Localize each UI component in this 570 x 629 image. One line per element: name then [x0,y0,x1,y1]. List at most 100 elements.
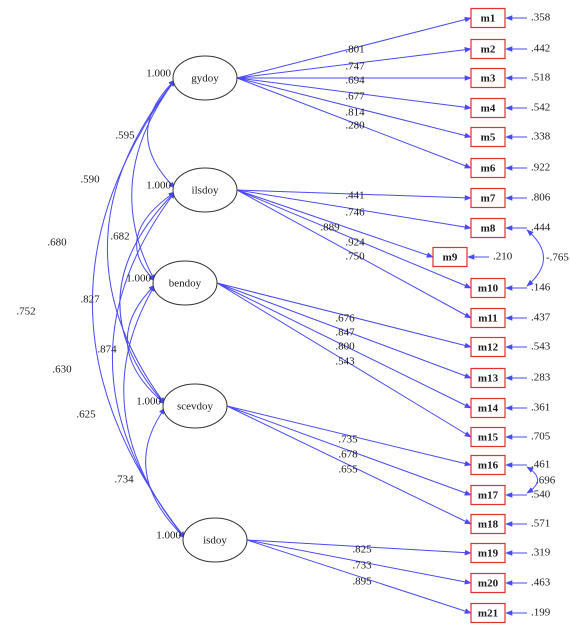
latent-ellipse-ilsdoy [172,167,238,213]
indicator-m21: m21 [470,602,506,624]
error-covariance-label-m8-m10: -.765 [546,252,569,264]
correlation-label-gydoy-isdoy: .752 [16,306,35,318]
loading-path-bendoy-m12 [216,282,472,349]
loading-path-gydoy-m1 [236,16,472,79]
indicator-label-m16: m16 [478,460,499,472]
indicator-m18: m18 [470,513,506,535]
loading-label-m3: .694 [345,75,365,87]
latent-ellipse-isdoy [182,517,248,563]
indicator-m9: m9 [432,246,468,268]
indicator-box-m5 [470,126,506,148]
indicator-m10: m10 [470,277,506,299]
indicator-box-m8 [470,217,506,239]
error-covariance-label-m16-m17: .696 [536,475,556,487]
indicator-m17: m17 [470,484,506,506]
error-label-m18: .571 [531,518,550,530]
loading-path-gydoy-m5 [236,77,472,139]
factor-correlation-arcs [92,79,186,539]
indicator-label-m10: m10 [478,283,499,295]
correlation-label-bendoy-isdoy: .625 [76,409,96,421]
indicator-label-m19: m19 [478,548,499,560]
error-label-m11: .437 [531,312,551,324]
correlation-arc-gydoy-ilsdoy [147,79,176,189]
indicator-box-m12 [470,336,506,358]
indicator-m15: m15 [470,426,506,448]
variance-label-bendoy: 1.000 [126,273,151,285]
indicator-box-m13 [470,367,506,389]
correlation-label-ilsdoy-isdoy: .630 [52,364,72,376]
indicator-m11: m11 [470,307,506,329]
indicator-m20: m20 [470,572,506,594]
indicator-label-m14: m14 [478,403,499,415]
indicator-box-m7 [470,187,506,209]
variance-label-gydoy: 1.000 [146,68,171,80]
correlation-arc-scevdoy-isdoy [145,407,186,539]
indicator-label-m15: m15 [478,432,499,444]
correlation-label-scevdoy-isdoy: .734 [114,474,134,486]
indicator-m12: m12 [470,336,506,358]
loading-label-m16: .735 [338,434,358,446]
estimate-labels: .595 .590 .680 .752 .682 .827 .630 .874 .625 .734… [16,12,569,619]
indicator-label-m11: m11 [478,313,498,325]
indicator-boxes: m1 m2 m3 m4 m5 m6 m7 m8 m9 m10 m11 m12 m13 m14 m15 m16 m… [432,7,506,624]
correlation-arc-gydoy-scevdoy [107,79,176,405]
error-covariance-arc-m8-m10 [526,229,544,287]
indicator-m7: m7 [470,187,506,209]
indicator-label-m4: m4 [481,103,496,115]
indicator-box-m18 [470,513,506,535]
variance-label-ilsdoy: 1.000 [146,180,171,192]
variance-label-scevdoy: 1.000 [136,396,161,408]
indicator-box-m11 [470,307,506,329]
latent-label-isdoy: isdoy [203,535,227,547]
indicator-m3: m3 [470,67,506,89]
loading-label-m11: .750 [345,251,365,263]
latent-ilsdoy: ilsdoy [172,167,238,213]
indicator-label-m3: m3 [481,73,496,85]
loading-path-isdoy-m21 [246,539,472,614]
loading-path-scevdoy-m16 [226,405,472,467]
loading-path-gydoy-m4 [236,77,472,110]
indicator-box-m21 [470,602,506,624]
indicator-box-m15 [470,426,506,448]
loading-path-ilsdoy-m10 [236,189,472,289]
error-label-m10: .146 [531,282,551,294]
loading-path-ilsdoy-m7 [236,189,472,201]
indicator-m5: m5 [470,126,506,148]
correlation-label-gydoy-ilsdoy: .595 [115,130,135,142]
indicator-label-m8: m8 [481,223,496,235]
loading-label-m4: .677 [345,91,365,103]
loading-path-ilsdoy-m11 [236,189,472,319]
loading-paths [216,16,472,614]
indicator-label-m2: m2 [481,44,496,56]
variance-label-isdoy: 1.000 [156,530,181,542]
loading-path-gydoy-m2 [236,46,472,79]
error-label-m8: .444 [531,222,551,234]
latent-factors: gydoy ilsdoy bendoy scevdoy isdoy [152,55,248,563]
indicator-m19: m19 [470,542,506,564]
loading-label-m9: .889 [320,222,340,234]
latent-label-ilsdoy: ilsdoy [192,185,219,197]
loading-path-ilsdoy-m8 [236,189,472,230]
error-label-m20: .463 [531,577,551,589]
indicator-label-m21: m21 [478,608,498,620]
indicator-m8: m8 [470,217,506,239]
loading-path-scevdoy-m18 [226,405,472,525]
latent-label-gydoy: gydoy [191,73,219,85]
indicator-box-m1 [470,7,506,29]
indicator-box-m6 [470,157,506,179]
indicator-box-m2 [470,38,506,60]
indicator-label-m6: m6 [481,163,496,175]
loading-path-gydoy-m6 [236,77,472,169]
error-label-m19: .319 [531,547,551,559]
indicator-box-m3 [470,67,506,89]
error-label-m2: .442 [531,43,550,55]
indicator-label-m12: m12 [478,342,499,354]
indicator-box-m20 [470,572,506,594]
latent-ellipse-bendoy [152,260,218,306]
error-label-m14: .361 [531,402,550,414]
latent-label-bendoy: bendoy [169,278,202,290]
loading-label-m7: .441 [345,190,364,202]
correlation-arc-gydoy-bendoy [131,79,176,282]
loading-label-m2: .747 [345,61,365,73]
